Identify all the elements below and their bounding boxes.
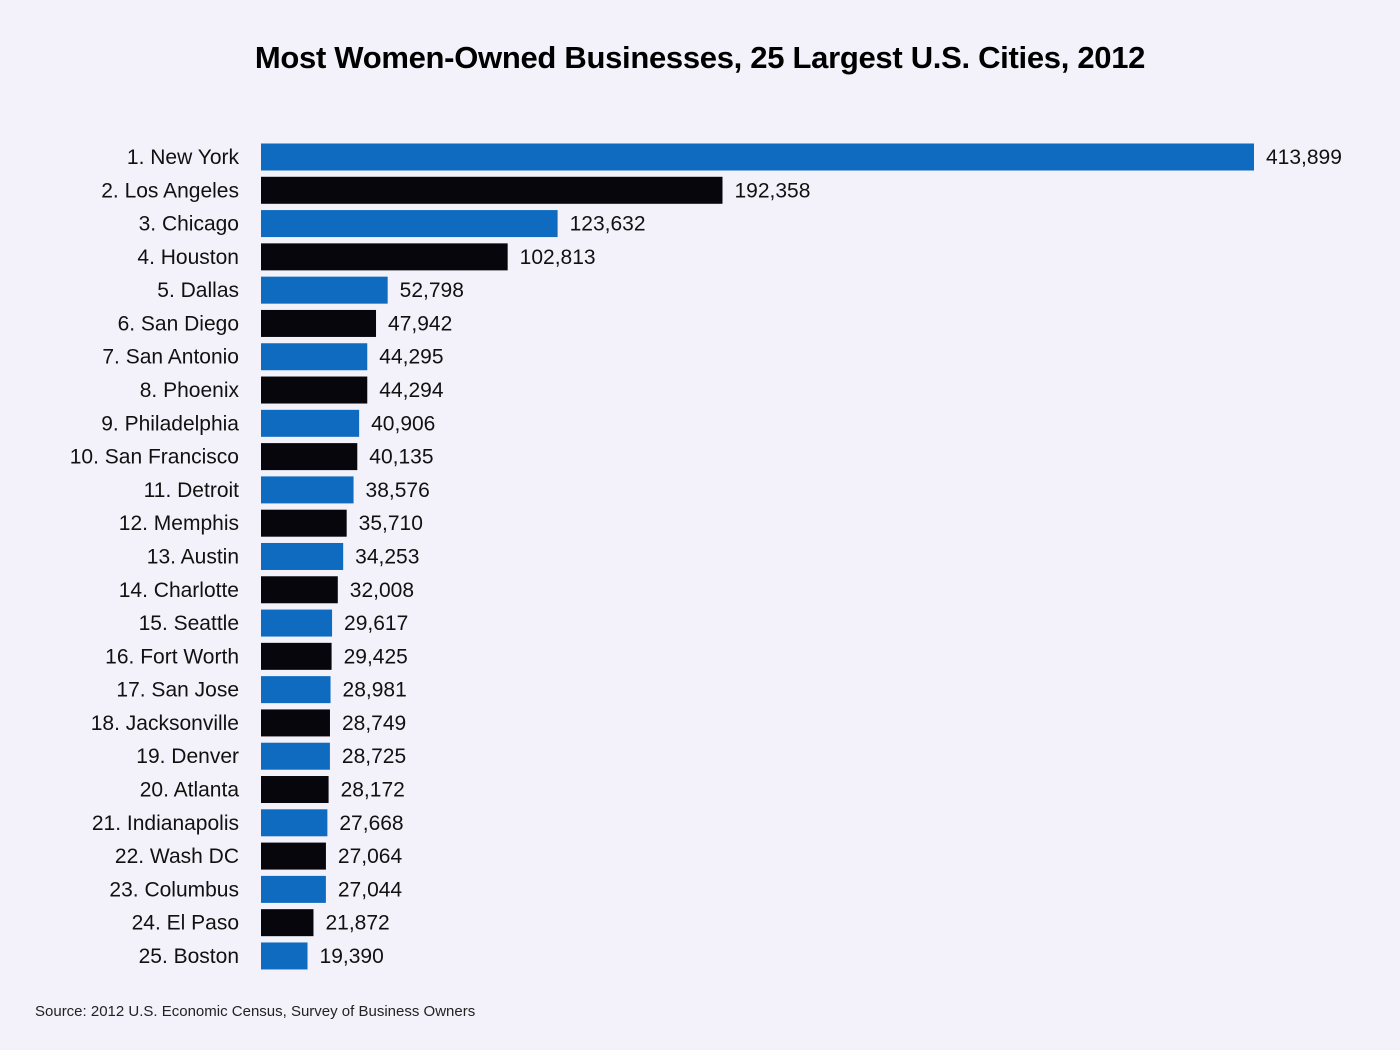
data-label: 44,294 <box>379 379 444 402</box>
category-label: 15. Seattle <box>139 612 239 635</box>
bar <box>261 709 330 737</box>
source-note: Source: 2012 U.S. Economic Census, Surve… <box>35 1003 476 1020</box>
data-label: 123,632 <box>570 213 646 236</box>
data-label: 192,358 <box>734 179 810 202</box>
data-label: 28,172 <box>341 779 405 802</box>
bar <box>261 343 368 371</box>
bar <box>261 276 388 304</box>
category-label: 19. Denver <box>136 745 239 768</box>
bar <box>261 409 360 437</box>
category-label: 16. Fort Worth <box>105 645 239 668</box>
data-label: 35,710 <box>359 512 423 535</box>
category-label: 2. Los Angeles <box>101 179 239 202</box>
category-label: 1. New York <box>127 146 240 169</box>
data-label: 38,576 <box>366 479 430 502</box>
data-label: 29,425 <box>344 645 408 668</box>
bar <box>261 476 354 504</box>
data-label: 27,668 <box>339 812 403 835</box>
chart-title: Most Women-Owned Businesses, 25 Largest … <box>254 40 1146 75</box>
bar <box>261 509 347 537</box>
category-label: 8. Phoenix <box>140 379 240 402</box>
bar <box>261 842 326 870</box>
bar <box>261 542 344 570</box>
bar <box>261 210 558 238</box>
bar <box>261 376 368 404</box>
data-label: 27,064 <box>338 845 403 868</box>
category-label: 21. Indianapolis <box>92 812 239 835</box>
category-label: 10. San Francisco <box>70 446 239 469</box>
bar <box>261 609 333 637</box>
bar <box>261 143 1254 171</box>
category-label: 20. Atlanta <box>140 779 240 802</box>
bar <box>261 176 723 204</box>
data-label: 19,390 <box>320 945 384 968</box>
bar <box>261 243 508 271</box>
category-label: 6. San Diego <box>118 312 239 335</box>
category-label: 24. El Paso <box>132 912 239 935</box>
category-label: 9. Philadelphia <box>101 412 239 435</box>
data-label: 21,872 <box>325 912 389 935</box>
category-label: 13. Austin <box>147 545 239 568</box>
category-label: 4. Houston <box>137 246 239 269</box>
bar <box>261 309 377 337</box>
data-label: 413,899 <box>1266 146 1342 169</box>
category-label: 23. Columbus <box>109 878 239 901</box>
data-label: 47,942 <box>388 312 452 335</box>
bar <box>261 776 329 804</box>
data-label: 28,981 <box>343 679 407 702</box>
data-label: 44,295 <box>379 346 443 369</box>
data-label: 28,749 <box>342 712 406 735</box>
category-label: 22. Wash DC <box>115 845 239 868</box>
bar <box>261 909 314 937</box>
category-label: 5. Dallas <box>157 279 239 302</box>
data-label: 28,725 <box>342 745 406 768</box>
data-label: 52,798 <box>400 279 464 302</box>
category-label: 7. San Antonio <box>102 346 239 369</box>
bar <box>261 742 330 770</box>
data-label: 40,135 <box>369 446 433 469</box>
data-label: 27,044 <box>338 878 403 901</box>
category-label: 25. Boston <box>139 945 239 968</box>
bar <box>261 676 331 704</box>
data-label: 34,253 <box>355 545 419 568</box>
category-label: 12. Memphis <box>119 512 239 535</box>
data-label: 32,008 <box>350 579 414 602</box>
category-label: 17. San Jose <box>116 679 239 702</box>
bar <box>261 443 358 471</box>
bar <box>261 942 308 970</box>
category-label: 11. Detroit <box>144 479 239 502</box>
data-label: 102,813 <box>520 246 596 269</box>
bar <box>261 576 338 604</box>
bar <box>261 875 326 903</box>
category-label: 18. Jacksonville <box>91 712 239 735</box>
category-label: 14. Charlotte <box>119 579 239 602</box>
data-label: 29,617 <box>344 612 408 635</box>
bar <box>261 642 332 670</box>
bar <box>261 809 328 837</box>
category-label: 3. Chicago <box>139 213 239 236</box>
data-label: 40,906 <box>371 412 435 435</box>
